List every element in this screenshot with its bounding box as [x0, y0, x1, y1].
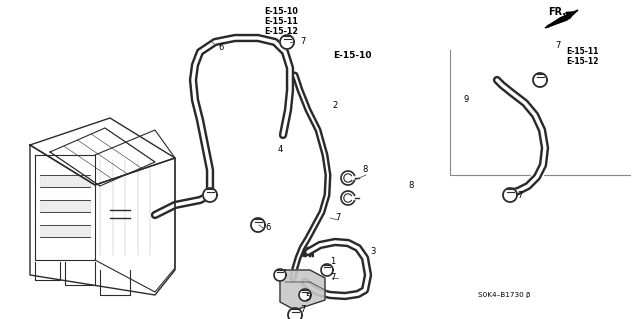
Polygon shape [40, 225, 90, 237]
Text: 9: 9 [464, 95, 469, 105]
Text: E-15-12: E-15-12 [264, 27, 298, 36]
Text: 8: 8 [408, 181, 413, 189]
Text: 7: 7 [300, 306, 305, 315]
Polygon shape [545, 10, 578, 28]
Text: E-15-10: E-15-10 [333, 50, 371, 60]
Polygon shape [274, 269, 286, 281]
Text: E-15-11: E-15-11 [264, 18, 298, 26]
Polygon shape [203, 188, 217, 202]
Polygon shape [280, 35, 294, 49]
Polygon shape [40, 200, 90, 212]
Text: 1: 1 [330, 257, 335, 266]
Text: 7: 7 [555, 41, 561, 49]
Text: 6: 6 [265, 224, 270, 233]
Polygon shape [251, 218, 265, 232]
Text: 4: 4 [278, 145, 284, 154]
Text: 2: 2 [332, 100, 337, 109]
Text: 5: 5 [305, 293, 310, 302]
Text: S0K4–B1730 β: S0K4–B1730 β [478, 292, 531, 298]
Text: E-15-10: E-15-10 [264, 8, 298, 17]
Text: 7: 7 [335, 213, 340, 222]
Text: 7: 7 [330, 273, 335, 283]
Text: E-15-11: E-15-11 [566, 48, 598, 56]
Polygon shape [40, 175, 90, 187]
Polygon shape [533, 73, 547, 87]
Polygon shape [288, 308, 302, 319]
Text: E-15-12: E-15-12 [566, 57, 598, 66]
Polygon shape [280, 270, 325, 310]
Text: 7: 7 [300, 38, 305, 47]
Polygon shape [299, 289, 311, 301]
Polygon shape [503, 188, 517, 202]
Text: 7: 7 [517, 190, 522, 199]
Text: 3: 3 [370, 248, 376, 256]
Text: 8: 8 [362, 166, 367, 174]
Polygon shape [321, 264, 333, 276]
Text: FR.: FR. [548, 7, 566, 17]
Text: 6: 6 [218, 43, 223, 53]
